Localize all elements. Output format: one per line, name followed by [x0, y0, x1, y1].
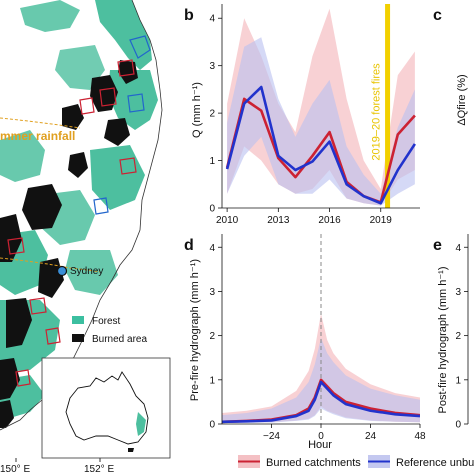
ytick-label: 4: [209, 243, 215, 254]
panel-d: d Pre-fire hydrograph (mm h⁻¹) 0 1 2 3 4 −24…: [184, 234, 426, 451]
panel-c-ylabel: ΔQfire (%): [456, 74, 468, 125]
ytick-label: 1: [209, 156, 215, 167]
australia-inset: [41, 357, 171, 459]
panel-b-letter: b: [184, 7, 194, 24]
panel-c: c ΔQfire (%): [433, 7, 468, 126]
panel-d-letter: d: [184, 237, 194, 254]
legend-reference-label: Reference unbu: [396, 457, 474, 469]
ytick-label: 4: [455, 243, 461, 254]
ytick-label: 3: [455, 287, 461, 298]
panel-b-fire-line: [385, 4, 391, 208]
ytick-label: 2: [209, 331, 215, 342]
ytick-label: 4: [209, 14, 215, 25]
legend-forest-swatch: [72, 316, 84, 324]
xtick-label: 2016: [318, 215, 341, 226]
xtick-label: 2013: [267, 215, 290, 226]
legend-burned-catchments-label: Burned catchments: [266, 457, 361, 469]
ytick-label: 2: [455, 331, 461, 342]
ytick-label: 1: [455, 375, 461, 386]
series-band-reference: [227, 37, 415, 206]
map-legend: Forest Burned area: [72, 316, 147, 345]
panel-d-lines: [222, 378, 420, 424]
legend-forest-label: Forest: [92, 316, 121, 327]
panel-c-letter: c: [433, 7, 442, 24]
panel-b: b Q (mm h⁻¹) 0 1 2 3 4 2010 2013 2016 2019 2019…: [184, 4, 420, 226]
ytick-label: 0: [455, 420, 461, 431]
panel-b-yticks: 0 1 2 3 4: [209, 14, 222, 215]
panel-d-ylabel: Pre-fire hydrograph (mm h⁻¹): [189, 259, 201, 401]
xtick-label: 2010: [216, 215, 239, 226]
rainfall-boundary: [0, 117, 101, 273]
ytick-label: 2: [209, 109, 215, 120]
sydney-marker: [56, 265, 68, 277]
series-line-reference: [225, 85, 416, 205]
lon-label-152: 152° E: [84, 464, 114, 474]
catchment-outlines: [7, 35, 151, 387]
bottom-legend: Burned catchments Reference unbu: [238, 455, 474, 469]
xtick-label: 48: [414, 431, 426, 442]
ytick-label: 3: [209, 287, 215, 298]
panel-b-lines: [225, 85, 416, 205]
panel-b-bands: [227, 8, 415, 206]
series-line-reference: [222, 380, 420, 424]
lon-label-150: 150° E: [0, 464, 30, 474]
ytick-label: 1: [209, 375, 215, 386]
panel-b-fire-label: 2019–20 forest fires: [371, 63, 383, 161]
australia-outline: [65, 371, 149, 445]
legend-burned-swatch: [72, 334, 84, 342]
series-line-burned: [225, 97, 416, 204]
panel-d-xticks: −24 0 24 48: [263, 424, 426, 442]
panel-b-ylabel: Q (mm h⁻¹): [191, 82, 203, 138]
xtick-label: 0: [318, 431, 324, 442]
xtick-label: 24: [365, 431, 377, 442]
xtick-label: 2019: [370, 215, 393, 226]
map-panel: mmer rainfall Sydney Forest Burned area …: [0, 0, 171, 474]
map-summer-rainfall-label: mmer rainfall: [0, 129, 75, 143]
panel-b-xticks: 2010 2013 2016 2019: [216, 208, 392, 226]
xtick-label: −24: [263, 431, 280, 442]
legend-burned-label: Burned area: [92, 334, 147, 345]
ytick-label: 0: [209, 420, 215, 431]
panel-e-ylabel: Post-fire hydrograph (mm h⁻¹): [437, 266, 449, 413]
panel-d-xlabel: Hour: [308, 439, 332, 451]
ytick-label: 0: [209, 204, 215, 215]
ytick-label: 3: [209, 61, 215, 72]
panel-e-yticks: 0 1 2 3 4: [455, 243, 468, 431]
panel-e-letter: e: [433, 237, 442, 254]
panel-e: e Post-fire hydrograph (mm h⁻¹) 0 1 2 3 4: [433, 234, 469, 431]
sydney-label: Sydney: [70, 266, 103, 277]
panel-d-yticks: 0 1 2 3 4: [209, 243, 222, 431]
